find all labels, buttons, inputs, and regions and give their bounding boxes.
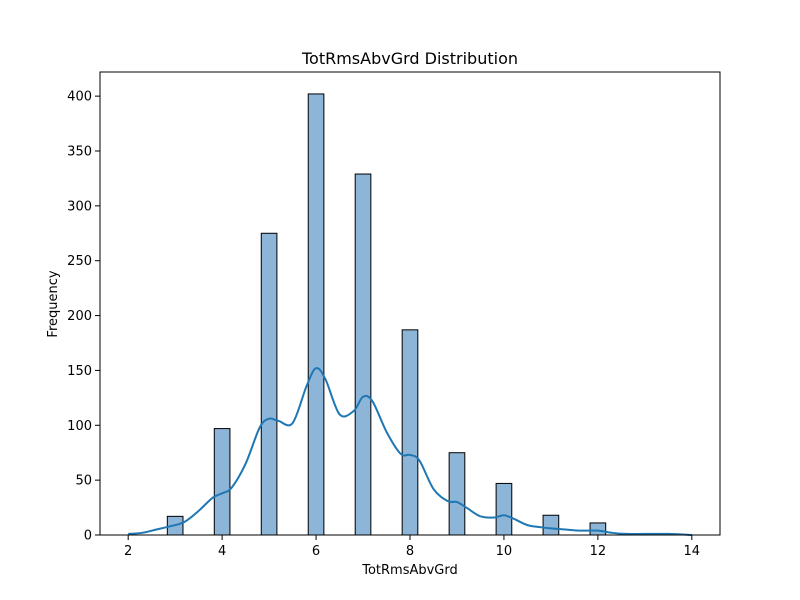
y-tick-label: 300 [67, 199, 92, 214]
x-tick-label: 2 [124, 544, 132, 559]
histogram-bar [213, 428, 231, 536]
y-tick-label: 350 [67, 144, 92, 159]
y-tick-label: 150 [67, 364, 92, 379]
histogram-bar [542, 514, 560, 536]
x-tick-label: 8 [406, 544, 414, 559]
y-tick-label: 200 [67, 309, 92, 324]
y-axis-ticks: 0 50 100 150 200 250 300 350 400 [67, 90, 100, 544]
bars-group [166, 93, 607, 536]
histogram-bar [354, 173, 372, 536]
histogram-bar [589, 522, 607, 536]
histogram-bar [307, 93, 325, 536]
y-tick-label: 50 [75, 474, 92, 489]
kde-curve [128, 367, 692, 536]
x-tick-label: 14 [684, 544, 701, 559]
y-tick-label: 0 [84, 529, 92, 544]
histogram-bar [495, 482, 513, 536]
x-tick-label: 12 [590, 544, 607, 559]
y-tick-label: 100 [67, 419, 92, 434]
x-axis-ticks: 2 4 6 8 10 12 14 [124, 535, 700, 559]
x-tick-label: 6 [312, 544, 320, 559]
y-tick-label: 400 [67, 90, 92, 105]
histogram-bar [448, 452, 466, 536]
x-tick-label: 10 [496, 544, 513, 559]
histogram-bar [260, 232, 278, 536]
x-tick-label: 4 [218, 544, 226, 559]
histogram-bar [401, 329, 419, 536]
x-axis-label: TotRmsAbvGrd [361, 563, 458, 578]
chart-title: TotRmsAbvGrd Distribution [301, 49, 518, 68]
y-axis-label: Frequency [46, 270, 61, 337]
y-tick-label: 250 [67, 254, 92, 269]
